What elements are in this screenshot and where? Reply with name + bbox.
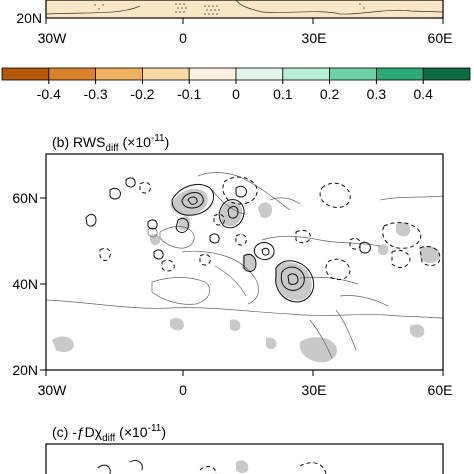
colorbar-cell xyxy=(1,67,50,81)
colorbar: -0.4 -0.3 -0.2 -0.1 0 0.1 0.2 0.3 0.4 xyxy=(1,67,471,102)
panel-b-title-sub: diff xyxy=(105,143,118,154)
panel-b-xtick-label: 30W xyxy=(38,382,68,398)
panel-a-xtick-label: 30E xyxy=(302,30,327,46)
colorbar-tick-label: -0.2 xyxy=(130,86,154,102)
panel-b-title-prefix: (b) RWS xyxy=(52,134,105,150)
panel-c-shading xyxy=(236,460,249,473)
panel-a-xtick-label: 60E xyxy=(428,30,453,46)
panel-b-ytick-label: 40N xyxy=(12,276,38,292)
panel-b: (b) RWSdiff (×10-11) xyxy=(12,133,452,398)
panel-a-ytick-label: 20N xyxy=(16,10,42,26)
colorbar-tick-label: 0.3 xyxy=(367,86,387,102)
colorbar-cells xyxy=(1,67,471,81)
colorbar-cell xyxy=(422,67,471,81)
colorbar-cell xyxy=(95,67,143,81)
colorbar-cell xyxy=(282,67,330,81)
panel-a-background xyxy=(46,0,443,18)
panel-a-map: 20N xyxy=(16,0,444,26)
colorbar-cell xyxy=(188,67,237,81)
colorbar-tick-label: 0.1 xyxy=(273,86,293,102)
panel-a-xtick-label: 0 xyxy=(179,30,187,46)
colorbar-labels: -0.4 -0.3 -0.2 -0.1 0 0.1 0.2 0.3 0.4 xyxy=(37,80,433,102)
panel-c-title-units: (×10 xyxy=(115,424,148,440)
colorbar-cell xyxy=(48,67,96,81)
panel-a-x-axis: 30W 0 30E 60E xyxy=(38,18,453,46)
panel-b-title: (b) RWSdiff (×10-11) xyxy=(52,133,169,154)
panel-b-negative-contours xyxy=(99,176,441,281)
panel-b-y-axis: 60N 40N 20N xyxy=(12,190,46,378)
panel-b-xtick-label: 0 xyxy=(179,382,187,398)
panel-b-positive-contours xyxy=(85,177,371,303)
panel-b-title-units: (×10 xyxy=(119,134,152,150)
panel-b-frame xyxy=(45,153,444,371)
panel-a-frame xyxy=(45,0,444,19)
panel-b-xtick-label: 60E xyxy=(428,382,453,398)
colorbar-tick-label: 0.4 xyxy=(413,86,433,102)
colorbar-tick-label: -0.3 xyxy=(84,86,108,102)
colorbar-cell xyxy=(329,67,377,81)
colorbar-tick-label: 0 xyxy=(232,86,240,102)
panel-b-title-close: ) xyxy=(165,134,170,150)
panel-c-contours xyxy=(97,459,327,474)
panel-c-title-prefix: (c) -ƒDχ xyxy=(52,424,103,440)
panel-b-ytick-label: 60N xyxy=(12,190,38,206)
panel-b-title-sup: -11 xyxy=(151,133,165,144)
panel-b-coastlines xyxy=(45,172,444,359)
panel-c-frame xyxy=(45,443,444,474)
panel-c: (c) -ƒDχdiff (×10-11) xyxy=(45,423,444,474)
panel-b-x-axis: 30W 0 30E 60E xyxy=(38,370,453,398)
colorbar-cell xyxy=(141,67,190,81)
panel-c-title-sub: diff xyxy=(102,433,115,444)
colorbar-tick-label: -0.1 xyxy=(177,86,201,102)
panel-a-coastline xyxy=(45,0,444,15)
colorbar-tick-label: -0.4 xyxy=(37,86,61,102)
colorbar-tick-label: 0.2 xyxy=(320,86,340,102)
panel-a-stippling xyxy=(94,3,365,15)
panel-b-ytick-label: 20N xyxy=(12,362,38,378)
panel-a-xtick-label: 30W xyxy=(38,30,68,46)
panel-c-title-sup: -11 xyxy=(148,423,162,434)
panel-b-xtick-label: 30E xyxy=(302,382,327,398)
colorbar-cell xyxy=(235,67,284,81)
panel-c-title-close: ) xyxy=(161,424,166,440)
panel-c-title: (c) -ƒDχdiff (×10-11) xyxy=(52,423,166,444)
colorbar-cell xyxy=(375,67,424,81)
